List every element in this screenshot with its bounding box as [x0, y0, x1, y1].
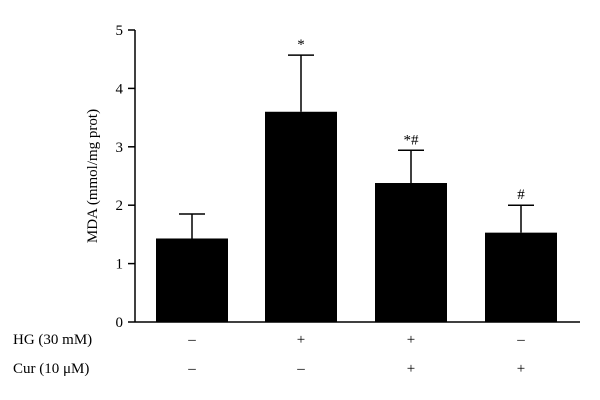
condition-sign: + — [297, 332, 305, 348]
y-tick-label: 1 — [116, 257, 124, 273]
bar — [265, 111, 337, 322]
y-ticks: 0 1 2 3 4 5 — [116, 23, 135, 331]
condition-sign: + — [407, 332, 415, 348]
condition-table: HG (30 mM) – + + – Cur (10 μM) – – + + — [13, 332, 525, 377]
condition-sign: – — [296, 361, 305, 377]
condition-label: HG (30 mM) — [13, 332, 92, 348]
condition-label: Cur (10 μM) — [13, 361, 89, 377]
y-tick-label: 4 — [116, 81, 124, 97]
bar — [485, 232, 557, 322]
y-tick-label: 3 — [116, 140, 124, 156]
significance-label: * — [297, 37, 305, 53]
condition-sign: – — [516, 332, 525, 348]
annotations: * *# # — [297, 37, 525, 203]
bars — [156, 111, 557, 322]
significance-label: *# — [404, 132, 420, 148]
condition-sign: – — [187, 361, 196, 377]
bar — [156, 238, 228, 322]
condition-sign: + — [407, 361, 415, 377]
error-bars — [179, 54, 534, 239]
condition-sign: – — [187, 332, 196, 348]
y-axis-title: MDA (mmol/mg prot) — [85, 109, 101, 243]
y-tick-label: 0 — [116, 315, 124, 331]
bar — [375, 183, 447, 322]
y-tick-label: 5 — [116, 23, 124, 39]
significance-label: # — [517, 187, 525, 203]
condition-sign: + — [517, 361, 525, 377]
y-tick-label: 2 — [116, 198, 124, 214]
